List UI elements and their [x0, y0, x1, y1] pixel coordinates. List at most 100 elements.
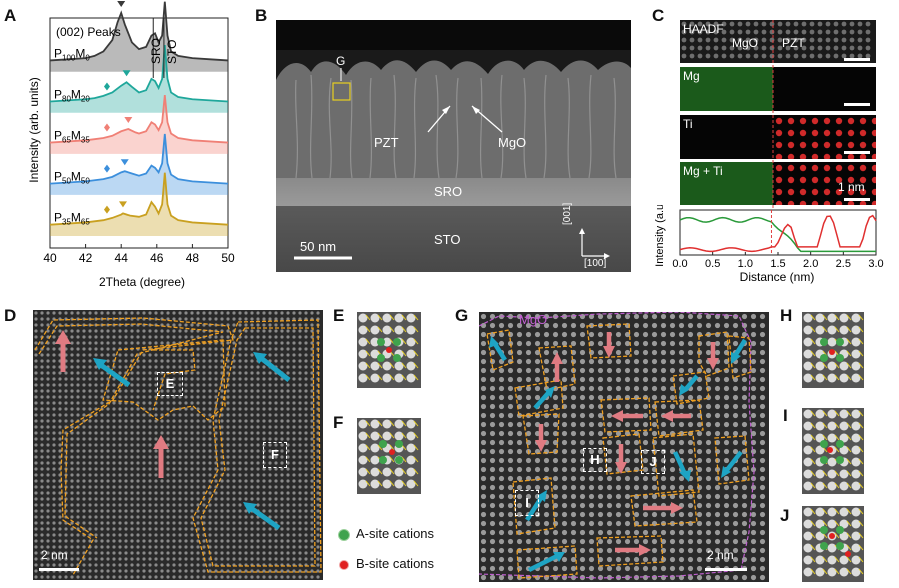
- box-j: J: [641, 450, 665, 474]
- diamond-marker: [103, 123, 110, 132]
- series-fill: [50, 45, 228, 113]
- series-label: P100M0: [54, 46, 90, 62]
- stem-image-g: MgO H J I 2 nm: [479, 312, 769, 582]
- chart-annotation: (002) Peaks: [56, 25, 121, 39]
- cross-section-image: G PZT MgO SRO STO 50 nm [001] [100]: [276, 20, 631, 272]
- profile-x-tick-label: 3.0: [868, 258, 883, 270]
- b-site-marker: [339, 560, 349, 570]
- legend-b-site: B-site cations: [332, 556, 462, 574]
- zoom-j: [802, 506, 864, 582]
- stem-image-d: E F 2 nm: [33, 310, 323, 580]
- panel-label-j: J: [780, 506, 790, 525]
- series-fill: [50, 172, 228, 236]
- chart-ylabel: Intensity (arb. units): [27, 77, 41, 182]
- xrd-chart: 40 42 44 46 48 50 P100M0 P80M20 P65M35 P50M50 P35M…: [27, 0, 235, 289]
- scale-label-d: 2 nm: [41, 548, 68, 562]
- x-tick-label: 48: [186, 251, 200, 265]
- zoom-e: [357, 312, 421, 388]
- a-site-marker: [338, 529, 350, 541]
- x-tick-label: 50: [221, 251, 235, 265]
- haadf-label: HAADF: [683, 22, 724, 36]
- peak-marker: [124, 117, 133, 124]
- series-line: [49, 44, 229, 103]
- scale-label-g: 2 nm: [707, 548, 734, 562]
- haadf-map: HAADF MgO PZT: [680, 20, 876, 63]
- profile-x-tick-label: 1.5: [770, 258, 785, 270]
- axis-label-100: [100]: [584, 258, 607, 269]
- x-tick-label: 44: [115, 251, 129, 265]
- haadf-pzt-label: PZT: [782, 36, 805, 50]
- x-tick-label: 40: [43, 251, 57, 265]
- box-f: F: [263, 442, 287, 468]
- series-line: [49, 172, 229, 226]
- label-g-region: G: [336, 54, 346, 68]
- profile-x-tick-label: 1.0: [738, 258, 753, 270]
- profile-x-tick-label: 0.5: [705, 258, 720, 270]
- peak-marker: [120, 159, 129, 166]
- mgo-label-g: MgO: [519, 312, 548, 327]
- panel-label-g: G: [455, 306, 469, 325]
- legend-a-site: A-site cations: [332, 526, 462, 544]
- peak-marker: [118, 201, 127, 208]
- mg-ti-label: Mg + Ti: [683, 164, 723, 178]
- series-label: P50M50: [54, 170, 90, 186]
- mg-map: Mg: [680, 67, 876, 111]
- ti-map: Ti: [680, 115, 876, 159]
- zoom-h: [802, 312, 864, 388]
- series-label: P65M35: [54, 128, 90, 144]
- box-i: I: [515, 490, 539, 516]
- profile-x-tick-label: 2.0: [803, 258, 818, 270]
- profile-x-tick-label: 2.5: [836, 258, 851, 270]
- a-site-label: A-site cations: [356, 526, 435, 541]
- mg-profile-line: [679, 216, 876, 253]
- mg-label: Mg: [683, 69, 700, 83]
- box-e: E: [157, 372, 183, 396]
- zoom-f: [357, 418, 421, 494]
- panel-label-f: F: [333, 413, 344, 432]
- panel-label-e: E: [333, 306, 345, 325]
- plot-frame: [49, 17, 229, 249]
- box-h: H: [583, 448, 607, 472]
- panel-label-h: H: [780, 306, 793, 325]
- intensity-profile-chart: 0.0 0.5 1.0 1.5 2.0 2.5 3.0 Intensity (a.u.) D…: [655, 205, 884, 284]
- label-sro: SRO: [434, 184, 463, 199]
- series-line: [49, 1, 229, 62]
- series-label: P35M65: [54, 211, 90, 227]
- profile-x-tick-label: 0.0: [672, 258, 687, 270]
- peak-marker: [122, 70, 131, 77]
- series-line: [49, 133, 229, 185]
- peak-marker: [117, 0, 126, 7]
- axis-label-001: [001]: [562, 202, 573, 225]
- mg-ti-map: Mg + Ti 1 nm: [680, 162, 876, 205]
- label-pzt: PZT: [374, 135, 399, 150]
- x-tick-label: 46: [150, 251, 164, 265]
- b-site-label: B-site cations: [356, 556, 435, 571]
- zoom-i: [802, 408, 864, 494]
- series-line: [49, 95, 229, 144]
- label-mgo: MgO: [498, 135, 527, 150]
- peak-label-sto: STO: [165, 40, 179, 64]
- panel-label-d: D: [4, 306, 17, 325]
- ti-profile-line: [679, 214, 877, 253]
- diamond-marker: [103, 164, 110, 173]
- diamond-marker: [103, 82, 110, 91]
- series-fill: [50, 1, 228, 72]
- panel-label-b: B: [255, 6, 268, 25]
- eds-scale-label: 1 nm: [838, 180, 865, 194]
- panel-label-i: I: [783, 406, 788, 425]
- panel-label-a: A: [4, 6, 17, 25]
- peak-label-sro: SRO: [149, 38, 163, 64]
- chart-xlabel: 2Theta (degree): [99, 275, 185, 289]
- series-label: P80M20: [54, 87, 90, 103]
- profile-xlabel: Distance (nm): [740, 270, 815, 284]
- series-fill: [50, 133, 228, 195]
- haadf-mgo-label: MgO: [732, 36, 759, 50]
- scale-bar-label: 50 nm: [300, 239, 337, 254]
- x-tick-label: 42: [79, 251, 93, 265]
- interface-dashed-line: [772, 20, 774, 208]
- diamond-marker: [103, 205, 110, 214]
- profile-ylabel: Intensity (a.u.): [655, 205, 666, 267]
- label-sto: STO: [434, 232, 461, 247]
- panel-label-c: C: [652, 6, 665, 25]
- ti-label: Ti: [683, 117, 693, 131]
